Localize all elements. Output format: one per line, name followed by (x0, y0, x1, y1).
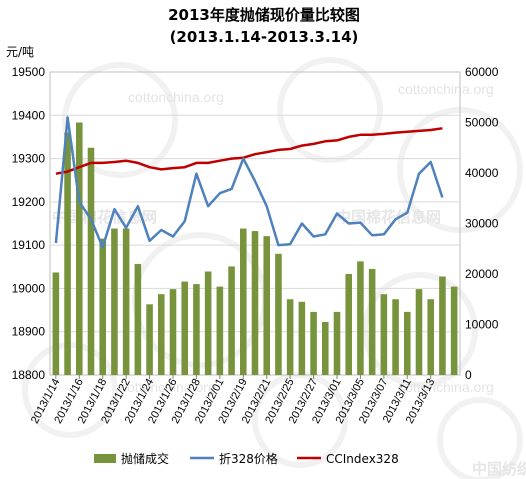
left-axis-unit: 元/吨 (6, 45, 34, 59)
left-tick-label: 18900 (12, 325, 46, 339)
right-axis-ticks: 0 10000 20000 30000 40000 50000 60000 (465, 65, 499, 382)
bar (392, 299, 399, 375)
bar (310, 311, 317, 375)
bar (251, 231, 259, 375)
left-tick-label: 19500 (12, 65, 46, 79)
legend: 抛储成交 折328价格 CCIndex328 (94, 451, 399, 466)
right-tick-label: 60000 (465, 65, 499, 79)
bar (263, 236, 270, 375)
watermark-text: cottonchina.org (398, 81, 494, 97)
chart-title: 2013年度抛储现价量比较图 (168, 6, 360, 24)
price-line (54, 116, 444, 249)
watermark-text: cottonchina.org (398, 379, 494, 395)
bar (169, 289, 177, 375)
bar (99, 238, 106, 375)
bar-series (52, 122, 458, 375)
x-axis-ticks: 2013/1/142013/1/162013/1/182013/1/222013… (29, 375, 437, 426)
bar (181, 281, 188, 375)
left-tick-label: 19200 (12, 195, 46, 209)
bar (122, 228, 130, 375)
left-axis-ticks: 18800 18900 19000 19100 19200 19300 19400 19500 (12, 65, 46, 382)
legend-label: 折328价格 (219, 451, 278, 466)
legend-label: CCIndex328 (326, 452, 399, 466)
chart-subtitle: (2013.1.14-2013.3.14) (170, 28, 359, 46)
left-tick-label: 19100 (12, 238, 46, 252)
bar (286, 299, 294, 375)
bar (380, 294, 388, 375)
bar (427, 299, 434, 375)
bar (216, 286, 224, 375)
right-tick-label: 30000 (465, 217, 499, 231)
watermark-text: 中国棉花信息网 (336, 208, 441, 226)
bar (450, 286, 458, 375)
bar (333, 311, 341, 375)
right-tick-label: 10000 (465, 318, 499, 332)
bar (158, 294, 165, 375)
bar (146, 304, 153, 375)
bar (52, 272, 60, 375)
legend-label: 抛储成交 (121, 451, 169, 466)
bar (111, 228, 118, 375)
bar (87, 147, 95, 375)
right-tick-label: 50000 (465, 116, 499, 130)
bar (76, 122, 83, 375)
line-series (54, 116, 444, 249)
left-tick-label: 19000 (12, 281, 46, 295)
right-tick-label: 0 (465, 368, 472, 382)
left-tick-label: 19300 (12, 152, 46, 166)
bar (298, 301, 306, 375)
ccindex-line (55, 127, 443, 175)
left-tick-label: 18800 (12, 368, 46, 382)
bar (64, 132, 71, 375)
watermark-text: 中国纺织网 (472, 460, 526, 478)
bar (134, 263, 142, 375)
bar (240, 228, 247, 375)
right-tick-label: 40000 (465, 166, 499, 180)
bar (357, 261, 364, 375)
left-tick-label: 19400 (12, 108, 46, 122)
bar (404, 311, 411, 375)
bar (368, 268, 376, 375)
watermark-text: cottonchina.org (120, 379, 216, 395)
bar (275, 253, 282, 375)
right-tick-label: 20000 (465, 267, 499, 281)
bar (415, 289, 423, 375)
bar (439, 276, 446, 375)
bar (322, 321, 329, 375)
legend-swatch-bar (94, 454, 116, 463)
bar (193, 284, 200, 375)
bar (345, 274, 352, 375)
watermark-text: cottonchina.org (128, 89, 224, 105)
bar (204, 271, 212, 375)
bar (228, 266, 235, 375)
